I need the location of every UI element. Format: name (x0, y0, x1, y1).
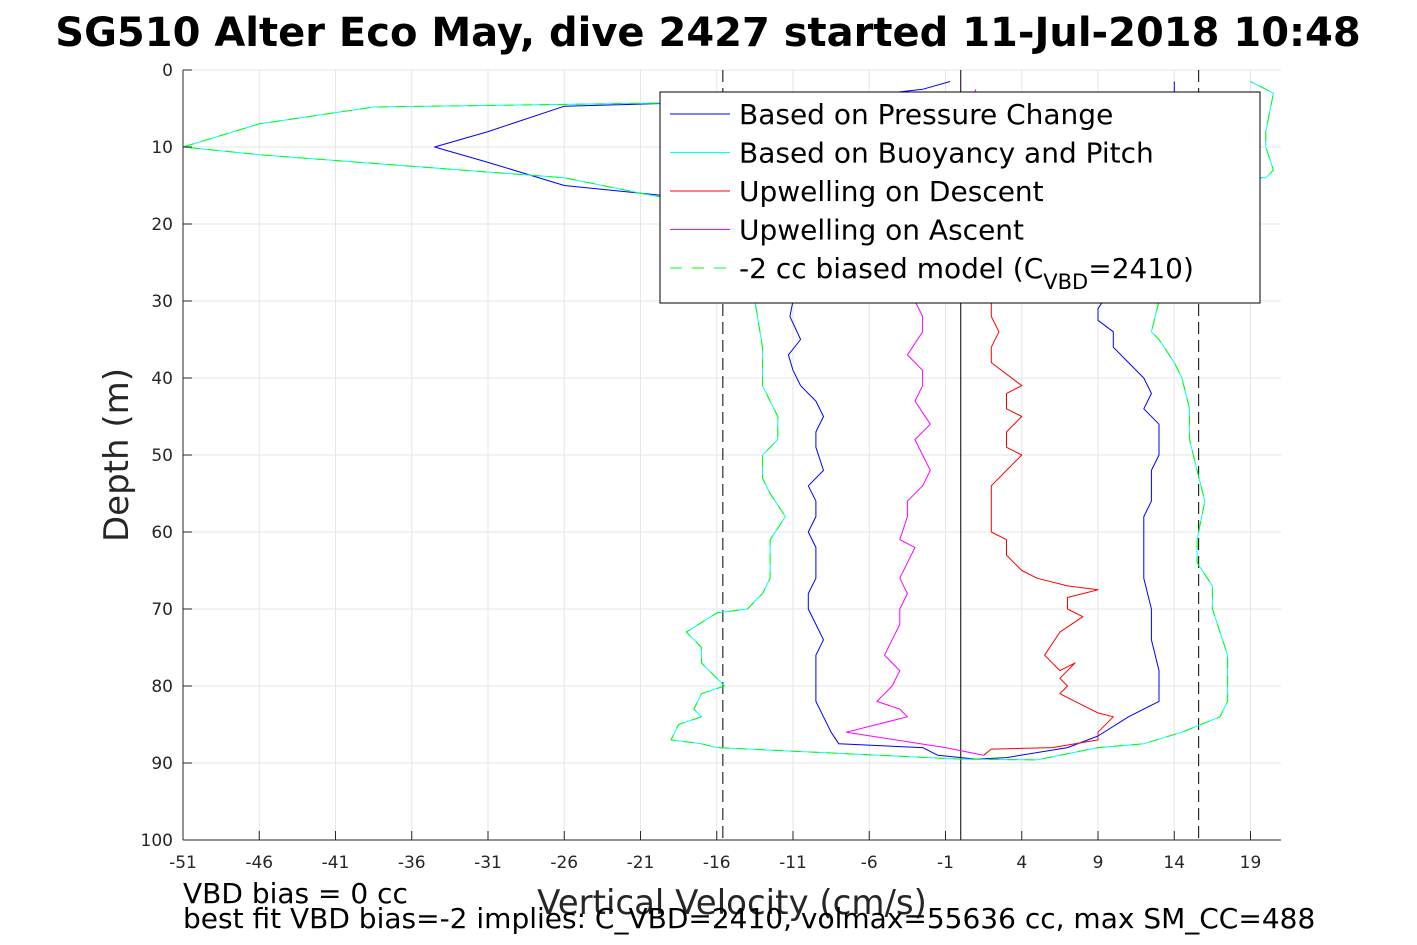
footnote-vbd-bias: VBD bias = 0 cc (183, 877, 408, 910)
y-tick-label: 90 (151, 754, 173, 774)
footnote-best-fit: best fit VBD bias=-2 implies: C_VBD=2410… (183, 902, 1315, 935)
x-tick-label: -36 (398, 853, 426, 873)
y-tick-label: 20 (151, 215, 173, 235)
y-tick-label: 60 (151, 523, 173, 543)
y-tick-label: 100 (141, 831, 173, 851)
y-tick-label: 50 (151, 446, 173, 466)
x-tick-label: -41 (322, 853, 350, 873)
legend-label: -2 cc biased model (CVBD=2410) (739, 252, 1194, 294)
y-tick-label: 10 (151, 138, 173, 158)
legend-label-text: Based on Buoyancy and Pitch (739, 137, 1154, 170)
x-tick-label: 9 (1093, 853, 1104, 873)
legend-label-text: Upwelling on Descent (739, 175, 1044, 208)
x-tick-label: -6 (861, 853, 878, 873)
x-tick-label: 14 (1163, 853, 1185, 873)
y-axis-label: Depth (m) (97, 368, 137, 542)
x-axis-label: Vertical Velocity (cm/s) (537, 883, 927, 923)
series-line-00ff00 (183, 81, 1274, 761)
legend-label-text: Based on Pressure Change (739, 98, 1113, 131)
x-tick-label: -31 (474, 853, 502, 873)
legend: Based on Pressure Change Based on Buoyanc… (659, 91, 1261, 304)
x-tick-label: -46 (245, 853, 273, 873)
legend-label: Based on Pressure Change (739, 98, 1113, 131)
chart-title: SG510 Alter Eco May, dive 2427 started 1… (55, 10, 1360, 56)
series-group (183, 81, 1274, 761)
x-tick-label: -51 (169, 853, 197, 873)
y-tick-label: 30 (151, 292, 173, 312)
legend-label-subscript: VBD (1043, 270, 1088, 294)
y-tick-label: 80 (151, 677, 173, 697)
tick-labels: -51 -46 -41 -36 -31 -26 -21 -16 -11 -6 -1 4 9 14 19 0 10… (141, 61, 1262, 873)
x-tick-label: -1 (937, 853, 954, 873)
series-line-0000ff (434, 81, 1175, 760)
series-line-ff0000 (983, 208, 1114, 756)
legend-box (659, 91, 1261, 304)
x-tick-label: -11 (779, 853, 807, 873)
legend-label-suffix: =2410) (1088, 252, 1194, 285)
y-tick-label: 70 (151, 600, 173, 620)
y-tick-label: 0 (162, 61, 173, 81)
series-line-ff00ff (845, 89, 984, 756)
legend-label-text: Upwelling on Ascent (739, 214, 1024, 247)
legend-label: Based on Buoyancy and Pitch (739, 137, 1154, 170)
x-tick-label: 19 (1240, 853, 1262, 873)
x-tick-label: -26 (550, 853, 578, 873)
x-tick-label: 4 (1016, 853, 1027, 873)
axes (182, 69, 1281, 841)
legend-label-text: -2 cc biased model (C (739, 252, 1043, 285)
x-tick-label: -21 (627, 853, 655, 873)
legend-label: Upwelling on Ascent (739, 214, 1024, 247)
legend-label: Upwelling on Descent (739, 175, 1044, 208)
y-tick-label: 40 (151, 369, 173, 389)
x-tick-label: -16 (703, 853, 731, 873)
